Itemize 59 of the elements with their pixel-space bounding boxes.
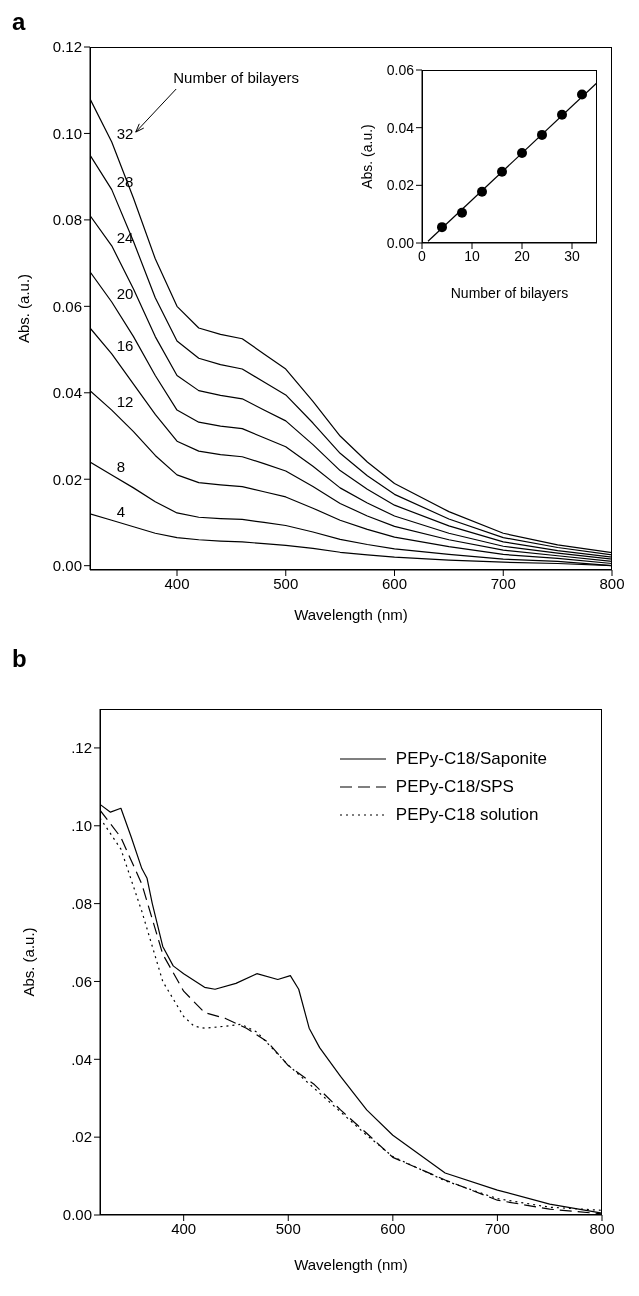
series-label: 16 <box>116 336 134 354</box>
y-tick-label: 0.00 <box>386 234 415 251</box>
y-axis-title: Abs. (a.u.) <box>15 273 33 344</box>
y-tick-label: .06 <box>71 972 92 990</box>
series-label: 4 <box>116 503 126 521</box>
chart-title: a <box>12 8 26 36</box>
annotation: Number of bilayers <box>173 68 300 86</box>
y-tick-label: 0.00 <box>52 557 82 574</box>
x-tick-label: 700 <box>484 1219 510 1237</box>
x-tick-label: 800 <box>599 574 625 592</box>
x-axis-title: Number of bilayers <box>450 285 569 301</box>
x-tick-label: 20 <box>514 247 530 264</box>
point <box>457 207 467 218</box>
x-tick-label: 800 <box>589 1219 615 1237</box>
y-tick-label: 0.02 <box>386 177 415 194</box>
point <box>517 148 527 159</box>
legend-label: PEPy-C18/Saponite <box>395 749 547 769</box>
point <box>477 186 487 197</box>
y-tick-label: .10 <box>71 817 92 835</box>
point <box>577 89 587 100</box>
series-label: 12 <box>116 393 134 411</box>
y-axis-title: Abs. (a.u.) <box>358 124 375 189</box>
point <box>497 166 507 177</box>
series-label: 24 <box>116 228 134 246</box>
y-tick-label: .02 <box>71 1128 92 1146</box>
y-tick-label: .08 <box>71 894 92 912</box>
y-tick-label: 0.06 <box>386 61 415 78</box>
x-tick-label: 30 <box>564 247 580 264</box>
y-tick-label: 0.04 <box>386 119 415 136</box>
y-tick-label: 0.02 <box>52 470 82 488</box>
x-tick-label: 500 <box>275 1219 301 1237</box>
series-label: 8 <box>116 457 126 475</box>
legend-label: PEPy-C18 solution <box>395 805 539 825</box>
x-axis-title: Wavelength (nm) <box>294 1256 408 1273</box>
x-tick-label: 500 <box>273 574 299 592</box>
legend-label: 32 <box>116 125 134 143</box>
y-tick-label: 0.00 <box>62 1206 92 1224</box>
x-tick-label: 400 <box>164 574 190 592</box>
x-tick-label: 0 <box>418 247 427 264</box>
x-tick-label: 700 <box>490 574 516 592</box>
series-label: 20 <box>116 285 134 303</box>
y-tick-label: 0.04 <box>52 384 82 402</box>
y-tick-label: 0.08 <box>52 211 82 229</box>
x-axis-title: Wavelength (nm) <box>294 606 408 623</box>
x-tick-label: 400 <box>171 1219 197 1237</box>
x-tick-label: 10 <box>464 247 480 264</box>
y-axis-title: Abs. (a.u.) <box>20 927 38 997</box>
x-tick-label: 600 <box>380 1219 406 1237</box>
y-tick-label: 0.12 <box>52 38 82 56</box>
point <box>537 129 547 140</box>
y-tick-label: 0.10 <box>52 124 82 142</box>
x-tick-label: 600 <box>381 574 408 592</box>
chart-title: b <box>12 645 27 673</box>
y-tick-label: 0.06 <box>52 297 82 315</box>
y-tick-label: .04 <box>71 1050 92 1068</box>
legend-label: PEPy-C18/SPS <box>395 777 514 797</box>
y-tick-label: .12 <box>71 739 92 757</box>
point <box>557 109 567 120</box>
point <box>437 222 447 233</box>
